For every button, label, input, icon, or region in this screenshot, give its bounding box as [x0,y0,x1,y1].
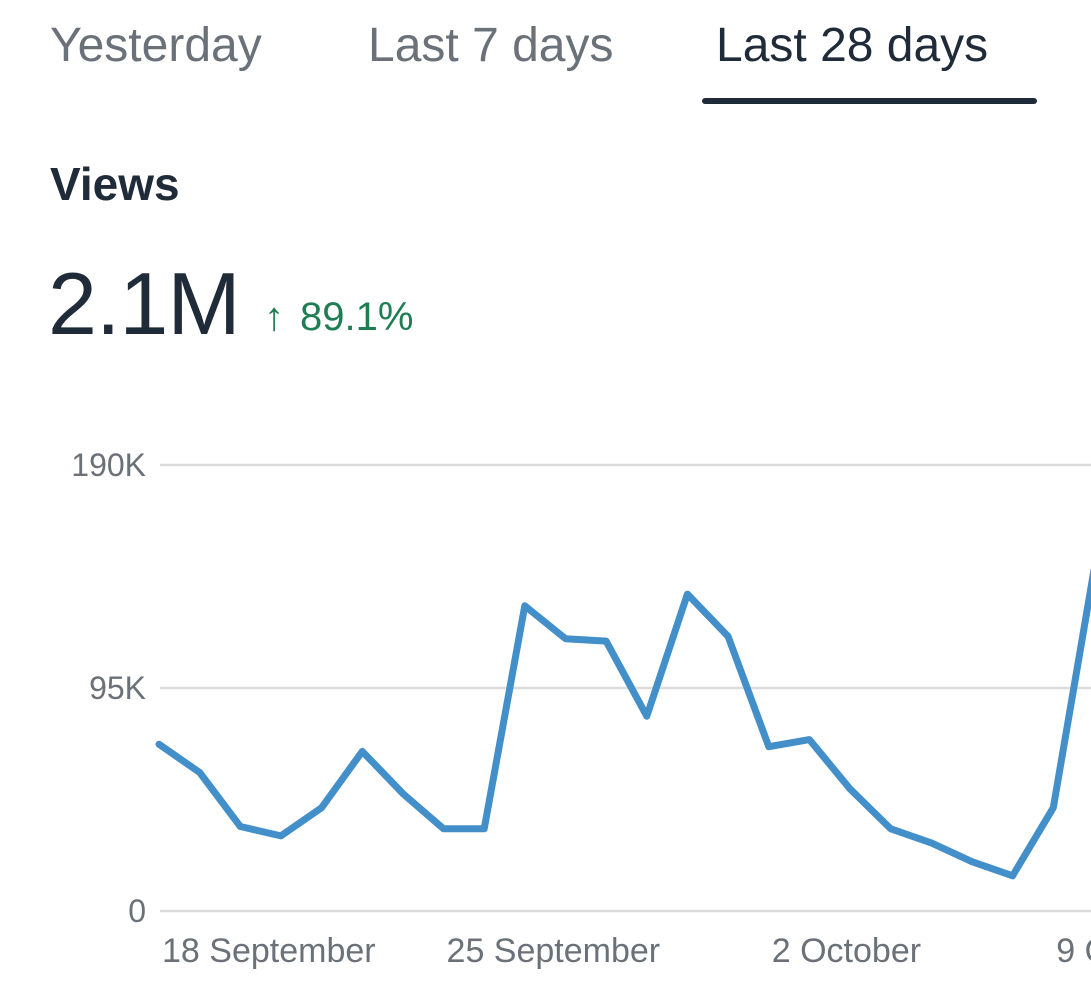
y-tick-label: 0 [128,893,146,929]
metric-title: Views [50,158,180,210]
tab-yesterday[interactable]: Yesterday [50,19,262,72]
active-tab-indicator [702,98,1037,104]
series-line [155,568,1091,880]
y-tick-label: 190K [71,447,146,483]
change-percent: 89.1% [300,295,414,339]
x-tick-label: 9 O [1056,932,1091,970]
tab-last-7-days[interactable]: Last 7 days [368,19,614,72]
y-tick-label: 95K [89,670,146,706]
tab-last-28-days[interactable]: Last 28 days [716,19,989,72]
x-tick-label: 25 September [447,932,661,970]
arrow-up-icon: ↑ [264,295,284,339]
x-tick-label: 2 October [772,932,921,970]
change-indicator: ↑ 89.1% [264,292,413,342]
x-tick-label: 18 September [162,932,376,970]
metric-value: 2.1M [48,254,241,353]
